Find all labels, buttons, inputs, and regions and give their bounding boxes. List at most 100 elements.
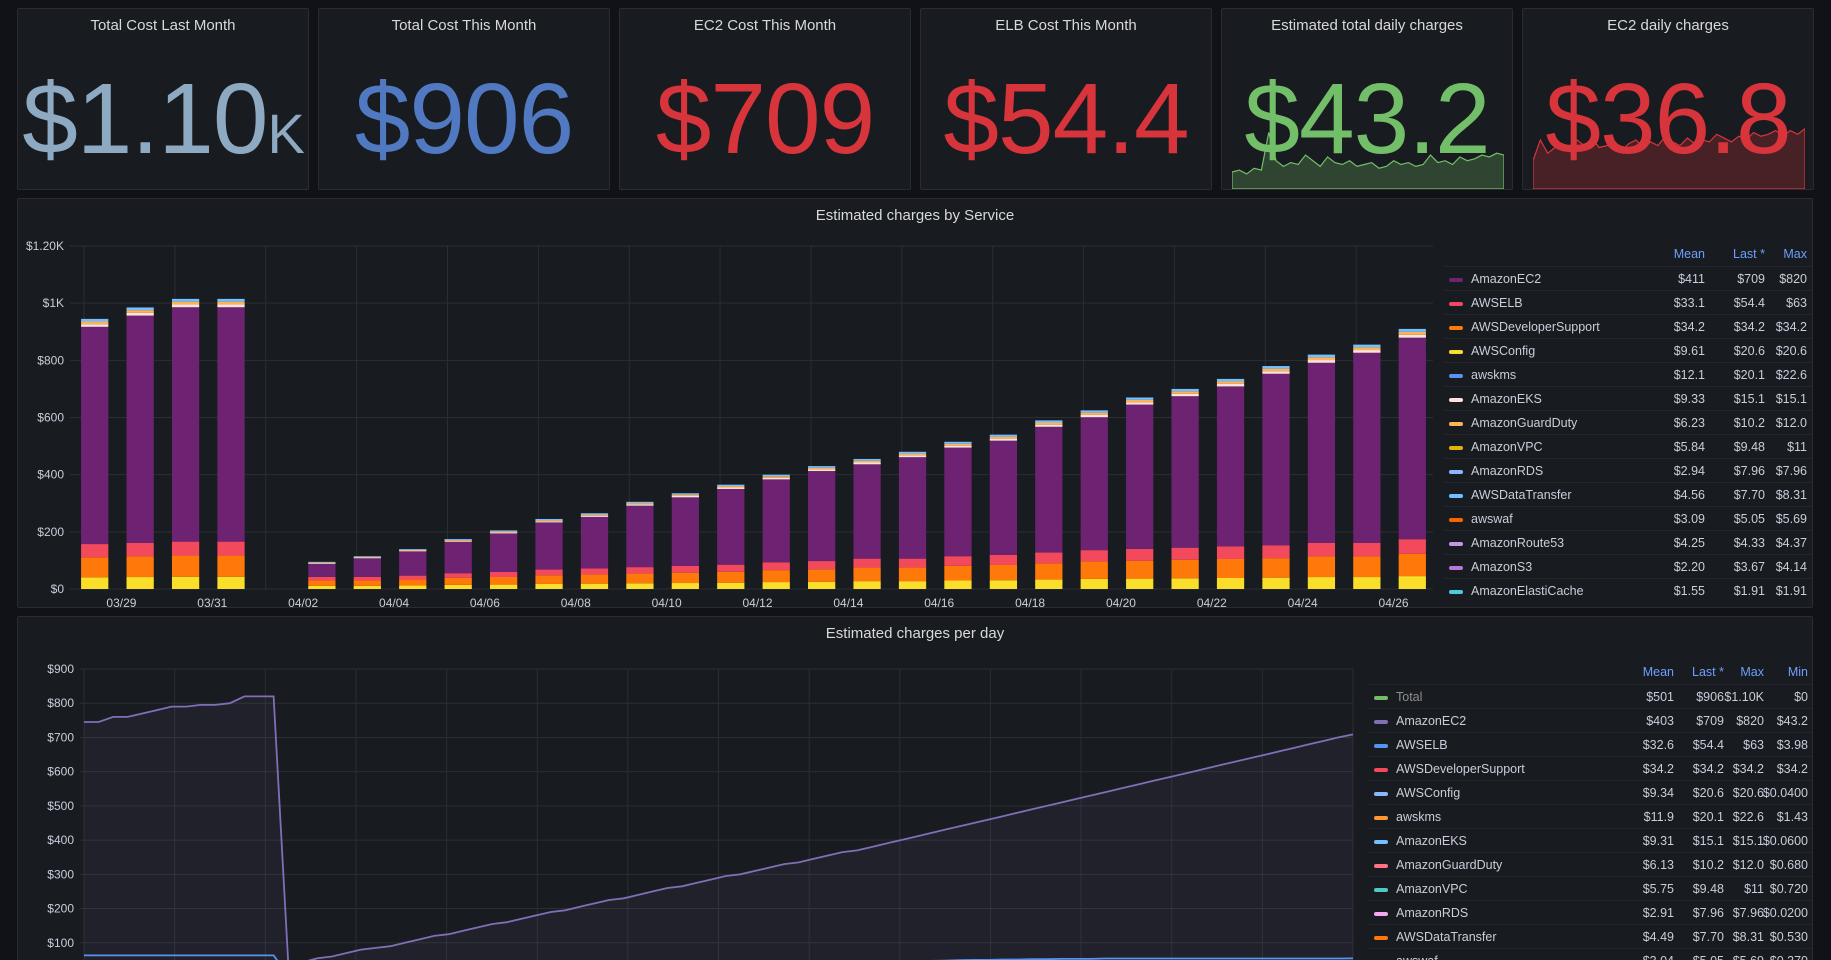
series-line — [84, 954, 1354, 960]
legend-row[interactable]: AmazonEC2 $411 $709 $820 — [1443, 266, 1812, 290]
bar-segment — [944, 447, 972, 557]
legend-value: $11 — [1744, 882, 1764, 896]
legend-row[interactable]: AmazonVPC $5.84 $9.48 $11 — [1443, 434, 1812, 458]
legend-row[interactable]: AmazonS3 $2.20 $3.67 $4.14 — [1443, 554, 1812, 578]
legend-value: $5.69 — [1733, 949, 1764, 960]
legend-series-name: AmazonEC2 — [1396, 714, 1467, 728]
legend-row[interactable]: AWSDataTransfer $4.49 $7.70 $8.31 $0.530 — [1368, 924, 1812, 948]
legend-row[interactable]: Total $501 $906 $1.10K $0 — [1368, 684, 1812, 708]
legend-row[interactable]: AmazonRDS $2.94 $7.96 $7.96 — [1443, 458, 1812, 482]
bar-segment — [1307, 362, 1336, 543]
bar-segment — [1307, 357, 1336, 361]
legend-value: $7.96 — [1692, 906, 1724, 920]
legend-series-name: AWSConfig — [1396, 786, 1461, 800]
bar-segment — [217, 298, 245, 302]
daily-charges-title[interactable]: Estimated charges per day — [825, 625, 1005, 642]
bar-segment — [126, 577, 154, 589]
bar-segment — [808, 471, 836, 562]
bar-segment — [171, 307, 200, 542]
legend-row[interactable]: AWSDeveloperSupport $34.2 $34.2 $34.2 $34.2 — [1368, 756, 1812, 780]
legend-value: $3.09 — [1673, 512, 1705, 526]
sparkline — [1232, 132, 1504, 189]
legend-value: $9.34 — [1642, 786, 1674, 800]
bar-segment — [671, 493, 699, 495]
stat-panel[interactable]: Total Cost This Month $906 — [318, 8, 610, 190]
y-tick-label: $200 — [47, 902, 74, 916]
legend-row[interactable]: awskms $11.9 $20.1 $22.6 $1.43 — [1368, 804, 1812, 828]
legend-row[interactable]: AmazonVPC $5.75 $9.48 $11 $0.720 — [1368, 876, 1812, 900]
legend-row[interactable]: AmazonRDS $2.91 $7.96 $7.96 $0.0200 — [1368, 900, 1812, 924]
service-charges-title[interactable]: Estimated charges by Service — [815, 207, 1015, 224]
bar-segment — [308, 585, 336, 589]
legend-row[interactable]: awskms $12.1 $20.1 $22.6 — [1443, 362, 1812, 386]
stat-value: $54.4 — [943, 63, 1189, 175]
legend-value: $1.10K — [1724, 690, 1764, 704]
bar-segment — [1353, 350, 1381, 353]
bar-segment — [535, 520, 563, 522]
legend-value: $709 — [1696, 714, 1724, 728]
legend-series-name: awswaf — [1471, 512, 1513, 526]
bar-segment — [717, 484, 745, 487]
legend-value: $33.1 — [1673, 296, 1705, 310]
legend-row[interactable]: AWSConfig $9.61 $20.6 $20.6 — [1443, 338, 1812, 362]
legend-column-header[interactable]: Last * — [1733, 247, 1765, 261]
legend-row[interactable]: AmazonGuardDuty $6.23 $10.2 $12.0 — [1443, 410, 1812, 434]
y-tick-label: $1.20K — [26, 239, 64, 253]
legend-value: $34.2 — [1776, 762, 1808, 776]
legend-column-header[interactable]: Max — [1783, 247, 1807, 261]
service-charges-chart[interactable]: $0 $200 $400 $600 $800 $1K $1.20K 03/29 03/31 04/… — [18, 229, 1438, 608]
stat-panel[interactable]: ELB Cost This Month $54.4 — [920, 8, 1212, 190]
bar-segment — [1353, 352, 1381, 543]
legend-row[interactable]: AmazonGuardDuty $6.13 $10.2 $12.0 $0.680 — [1368, 852, 1812, 876]
stat-panel[interactable]: EC2 daily charges $36.8 — [1522, 8, 1814, 190]
x-tick-label: 04/04 — [379, 596, 409, 608]
bar-segment — [671, 565, 699, 573]
legend-row[interactable]: AWSDataTransfer $4.56 $7.70 $8.31 — [1443, 482, 1812, 506]
legend-row[interactable]: AWSConfig $9.34 $20.6 $20.6 $0.0400 — [1368, 780, 1812, 804]
x-tick-label: 04/12 — [742, 596, 772, 608]
y-tick-label: $0 — [51, 582, 65, 596]
bar-segment — [1035, 563, 1063, 580]
bar-segment — [762, 570, 790, 583]
legend-row[interactable]: AmazonEC2 $403 $709 $820 $43.2 — [1368, 708, 1812, 732]
bar-segment — [399, 548, 427, 550]
bar-segment — [1126, 548, 1154, 561]
legend-value: $3.98 — [1776, 738, 1808, 752]
legend-row[interactable]: awswaf $3.09 $5.05 $5.69 — [1443, 506, 1812, 530]
bar-segment — [1080, 412, 1108, 415]
y-tick-label: $600 — [37, 411, 64, 425]
stat-panel[interactable]: EC2 Cost This Month $709 — [619, 8, 911, 190]
bar-segment — [1307, 542, 1336, 557]
bar-segment — [1171, 578, 1199, 589]
legend-row[interactable]: AmazonEKS $9.31 $15.1 $15.1 $0.0600 — [1368, 828, 1812, 852]
legend-column-header[interactable]: Mean — [1673, 247, 1705, 261]
bar-segment — [580, 583, 609, 589]
bar-segment — [171, 298, 200, 302]
legend-row[interactable]: AWSELB $33.1 $54.4 $63 — [1443, 290, 1812, 314]
legend-column-header[interactable]: Min — [1787, 665, 1808, 679]
bar-segment — [1171, 559, 1199, 579]
legend-column-header[interactable]: Mean — [1642, 665, 1674, 679]
legend-row[interactable]: awswaf $3.04 $5.05 $5.69 $0.370 — [1368, 948, 1812, 960]
x-tick-label: 04/08 — [561, 596, 591, 608]
legend-row[interactable]: AmazonEKS $9.33 $15.1 $15.1 — [1443, 386, 1812, 410]
x-tick-label: 04/18 — [1015, 596, 1045, 608]
legend-row[interactable]: AWSELB $32.6 $54.4 $63 $3.98 — [1368, 732, 1812, 756]
legend-row[interactable]: AmazonElastiCache $1.55 $1.91 $1.91 — [1443, 578, 1812, 602]
legend-swatch — [1374, 744, 1388, 748]
legend-value: $20.6 — [1732, 786, 1764, 800]
legend-value: $8.31 — [1732, 930, 1764, 944]
bar-segment — [1307, 556, 1336, 578]
bar-segment — [535, 569, 563, 576]
legend-value: $34.2 — [1692, 762, 1724, 776]
legend-row[interactable]: AWSDeveloperSupport $34.2 $34.2 $34.2 — [1443, 314, 1812, 338]
bar-segment — [898, 455, 927, 458]
legend-row[interactable]: AmazonRoute53 $4.25 $4.33 $4.37 — [1443, 530, 1812, 554]
legend-column-header[interactable]: Max — [1740, 665, 1764, 679]
stat-panel[interactable]: Total Cost Last Month $1.10K — [17, 8, 309, 190]
stat-title: Total Cost Last Month — [90, 17, 236, 34]
daily-charges-chart[interactable]: $0$100$200$300$400$500$600$700$800$900 — [18, 647, 1368, 960]
stat-panel[interactable]: Estimated total daily charges $43.2 — [1221, 8, 1513, 190]
legend-value: $2.91 — [1642, 906, 1674, 920]
legend-column-header[interactable]: Last * — [1692, 665, 1724, 679]
